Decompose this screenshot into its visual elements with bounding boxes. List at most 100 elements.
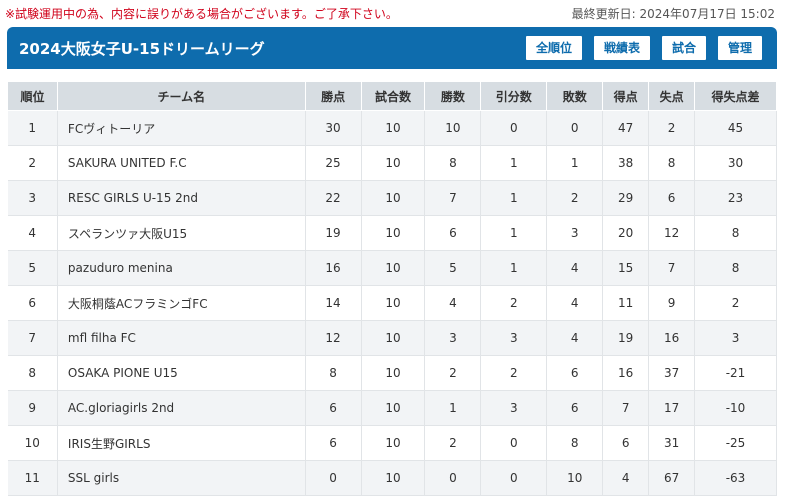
table-cell: 1 [424,390,482,426]
team-name-cell: SAKURA UNITED F.C [57,145,306,181]
ranking-button[interactable]: 全順位 [524,35,583,61]
table-cell: 11 [7,460,58,496]
table-cell: 10 [361,215,426,251]
table-cell: 8 [424,145,482,181]
team-name-cell: pazuduro menina [57,250,306,286]
table-cell: 16 [305,250,362,286]
table-cell: 9 [7,390,58,426]
results-button[interactable]: 戦績表 [592,35,651,61]
table-cell: 5 [7,250,58,286]
table-cell: 16 [602,355,650,391]
table-cell: 1 [480,250,548,286]
table-cell: 67 [648,460,696,496]
table-cell: 8 [546,425,604,461]
table-cell: 6 [305,390,362,426]
table-cell: 3 [546,215,604,251]
table-cell: 1 [480,215,548,251]
table-cell: 22 [305,180,362,216]
table-cell: 45 [694,110,777,146]
table-cell: 0 [480,425,548,461]
column-header: 順位 [7,81,58,111]
match-button[interactable]: 試合 [660,35,707,61]
table-cell: 19 [305,215,362,251]
table-cell: -25 [694,425,777,461]
team-name-cell: スペランツァ大阪U15 [57,215,306,251]
table-cell: 6 [424,215,482,251]
table-row: 1 FCヴィトーリア 30 10 10 0 0 47 2 45 [7,110,777,146]
table-cell: 10 [361,250,426,286]
table-cell: 10 [361,460,426,496]
table-cell: 3 [7,180,58,216]
table-cell: 4 [546,250,604,286]
table-cell: 10 [361,390,426,426]
column-header: 敗数 [546,81,604,111]
table-cell: 10 [361,145,426,181]
table-cell: 2 [424,355,482,391]
table-cell: 8 [694,250,777,286]
table-cell: 4 [602,460,650,496]
table-cell: 0 [480,110,548,146]
table-cell: -63 [694,460,777,496]
team-name-cell: IRIS生野GIRLS [57,425,306,461]
column-header: 勝点 [304,81,362,111]
table-cell: 16 [648,320,696,356]
table-cell: 19 [602,320,650,356]
table-cell: 2 [424,425,482,461]
table-cell: 5 [424,250,482,286]
table-row: 2 SAKURA UNITED F.C 25 10 8 1 1 38 8 30 [7,145,777,181]
table-cell: 7 [7,320,58,356]
table-cell: 23 [694,180,777,216]
table-cell: 1 [7,110,58,146]
table-cell: 6 [648,180,696,216]
table-cell: 10 [424,110,482,146]
column-header: 失点 [648,81,696,111]
last-updated: 最終更新日: 2024年07月17日 15:02 [571,7,775,21]
table-cell: 20 [602,215,650,251]
table-cell: 12 [305,320,362,356]
table-cell: 6 [602,425,650,461]
table-row: 4 スペランツァ大阪U15 19 10 6 1 3 20 12 8 [7,215,777,251]
table-cell: 0 [424,460,482,496]
team-name-cell: RESC GIRLS U-15 2nd [57,180,306,216]
admin-button[interactable]: 管理 [716,35,763,61]
page-title: 2024大阪女子U-15ドリームリーグ [19,40,265,58]
table-cell: 11 [602,285,650,321]
table-cell: 10 [361,425,426,461]
table-cell: 38 [602,145,650,181]
table-cell: 7 [424,180,482,216]
team-name-cell: 大阪桐蔭ACフラミンゴFC [57,285,306,321]
team-name-cell: mfl filha FC [57,320,306,356]
table-row: 10 IRIS生野GIRLS 6 10 2 0 8 6 31 -25 [7,425,777,461]
table-row: 9 AC.gloriagirls 2nd 6 10 1 3 6 7 17 -10 [7,390,777,426]
table-cell: 9 [648,285,696,321]
table-cell: 7 [648,250,696,286]
table-cell: 3 [480,320,548,356]
table-header-row: 順位 チーム名 勝点 試合数 勝数 引分数 敗数 得点 失点 得失点差 [7,81,777,111]
table-row: 8 OSAKA PIONE U15 8 10 2 2 6 16 37 -21 [7,355,777,391]
table-cell: 30 [305,110,362,146]
column-header: 試合数 [360,81,426,111]
table-cell: 6 [305,425,362,461]
column-header: 得失点差 [694,81,777,111]
table-cell: 0 [305,460,362,496]
team-name-cell: OSAKA PIONE U15 [57,355,306,391]
table-cell: 4 [546,320,604,356]
table-cell: 10 [361,180,426,216]
standings-table: 順位 チーム名 勝点 試合数 勝数 引分数 敗数 得点 失点 得失点差 1 FCヴィトーリア 30 10… [7,81,777,496]
table-cell: 2 [648,110,696,146]
team-name-cell: AC.gloriagirls 2nd [57,390,306,426]
table-cell: 10 [361,320,426,356]
table-cell: 31 [648,425,696,461]
table-cell: 10 [546,460,604,496]
table-cell: 1 [480,180,548,216]
table-cell: 3 [480,390,548,426]
table-cell: 6 [7,285,58,321]
table-cell: 3 [424,320,482,356]
column-header: 引分数 [480,81,548,111]
table-cell: 6 [546,390,604,426]
table-cell: 10 [361,285,426,321]
table-cell: 7 [602,390,650,426]
column-header: 勝数 [424,81,482,111]
table-cell: 37 [648,355,696,391]
table-cell: 0 [480,460,548,496]
